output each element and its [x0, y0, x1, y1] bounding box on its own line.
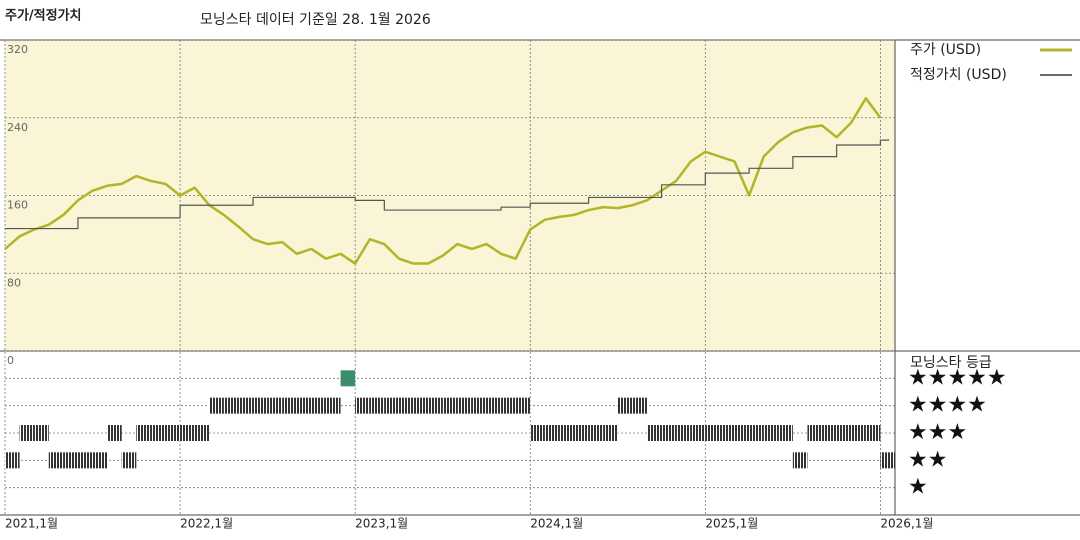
rating-bar: [544, 425, 560, 441]
rating-bar: [369, 397, 385, 414]
rating-bar: [530, 425, 545, 441]
rating-bar: [48, 452, 64, 469]
rating-bar: [792, 452, 808, 469]
rating-bar: [734, 425, 750, 441]
rating-bar: [340, 370, 356, 387]
rating-bar: [63, 452, 78, 469]
rating-bar: [501, 397, 516, 414]
rating-bar: [705, 425, 720, 441]
rating-bar: [486, 397, 502, 414]
y-tick-label: 80: [7, 276, 21, 289]
rating-bar: [121, 452, 137, 469]
y-tick-label: 160: [7, 199, 28, 212]
rating-bar: [238, 397, 254, 414]
rating-bar: [428, 397, 443, 414]
rating-bar: [92, 452, 108, 469]
rating-bar: [267, 397, 283, 414]
rating-bar: [471, 397, 487, 414]
rating-bar: [851, 425, 866, 441]
rating-bar: [763, 425, 779, 441]
rating-bar: [34, 425, 49, 441]
legend-label: 주가 (USD): [910, 42, 981, 58]
series-line: [5, 139, 890, 230]
y-tick-label: 320: [7, 43, 28, 56]
rating-bar: [632, 397, 647, 414]
rating-bar: [194, 425, 210, 441]
rating-bar: [442, 397, 458, 414]
rating-bar: [209, 397, 224, 414]
rating-bar: [807, 425, 823, 441]
x-tick-label: 2026,1월: [880, 517, 933, 531]
rating-bar: [690, 425, 706, 441]
rating-bar: [719, 425, 735, 441]
chart-title: 주가/적정가치: [5, 8, 82, 24]
rating-bar: [165, 425, 181, 441]
x-tick-label: 2022,1월: [180, 517, 233, 531]
rating-label: ★★: [908, 447, 947, 472]
rating-bar: [661, 425, 677, 441]
rating-bar: [136, 425, 151, 441]
rating-bar: [836, 425, 852, 441]
rating-bar: [150, 425, 166, 441]
series-line: [4, 97, 882, 265]
rating-bar: [355, 397, 370, 414]
rating-bar: [325, 397, 341, 414]
rating-bar: [398, 397, 414, 414]
x-tick-label: 2023,1월: [355, 517, 408, 531]
legend-label: 적정가치 (USD): [910, 67, 1007, 83]
rating-bar: [515, 397, 531, 414]
rating-bar: [749, 425, 764, 441]
rating-bar: [5, 452, 20, 469]
rating-bar: [282, 397, 297, 414]
rating-bar: [778, 425, 793, 441]
rating-bar: [588, 425, 604, 441]
rating-bar: [574, 425, 589, 441]
rating-bar: [457, 397, 472, 414]
rating-label: ★★★★: [908, 393, 987, 418]
rating-bar: [865, 425, 881, 441]
y-tick-label: 240: [7, 121, 28, 134]
rating-bar: [77, 452, 93, 469]
x-tick-label: 2024,1월: [530, 517, 583, 531]
subtitle: 모닝스타 데이터 기준일 28. 1월 2026: [200, 12, 431, 28]
rating-label: ★: [908, 475, 928, 500]
rating-bar: [559, 425, 575, 441]
rating-bar: [296, 397, 312, 414]
rating-bar: [603, 425, 618, 441]
x-tick-label: 2025,1월: [705, 517, 758, 531]
rating-bar: [617, 397, 633, 414]
rating-bar: [676, 425, 691, 441]
rating-bar: [107, 425, 122, 441]
rating-bar: [253, 397, 268, 414]
rating-bar: [384, 397, 399, 414]
rating-bar: [413, 397, 429, 414]
rating-title: 모닝스타 등급: [910, 355, 992, 371]
rating-bar: [223, 397, 239, 414]
rating-bar: [646, 425, 662, 441]
rating-label: ★★★★★: [908, 365, 1007, 390]
rating-bar: [822, 425, 837, 441]
y-tick-label: 0: [7, 354, 14, 367]
x-tick-label: 2021,1월: [5, 517, 58, 531]
rating-bar: [19, 425, 35, 441]
rating-label: ★★★: [908, 420, 967, 445]
rating-bar: [180, 425, 195, 441]
rating-bar: [880, 452, 895, 469]
rating-bar: [311, 397, 326, 414]
